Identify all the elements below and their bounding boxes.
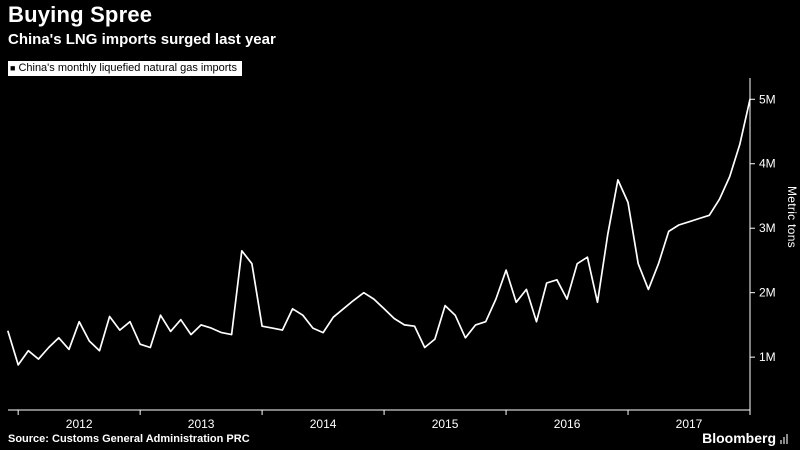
- x-tick-label: 2017: [676, 417, 703, 431]
- bloomberg-logo: Bloomberg: [702, 430, 788, 446]
- legend: ■ China's monthly liquefied natural gas …: [8, 61, 242, 76]
- legend-square-icon: ■: [10, 63, 16, 73]
- x-tick-label: 2014: [310, 417, 337, 431]
- y-tick-label: 1M: [759, 350, 776, 364]
- x-tick-label: 2013: [188, 417, 215, 431]
- legend-label: China's monthly liquefied natural gas im…: [18, 62, 237, 74]
- x-tick-label: 2016: [554, 417, 581, 431]
- y-tick-label: 4M: [759, 157, 776, 171]
- y-axis-title: Metric tons: [785, 186, 799, 248]
- y-tick-label: 5M: [759, 92, 776, 106]
- source-note: Source: Customs General Administration P…: [8, 433, 250, 445]
- lng-imports-line: [7, 98, 751, 366]
- bloomberg-bars-icon: [780, 433, 788, 444]
- x-tick-label: 2015: [432, 417, 459, 431]
- chart-subtitle: China's LNG imports surged last year: [8, 31, 276, 48]
- x-tick-label: 2012: [66, 417, 93, 431]
- y-tick-label: 3M: [759, 221, 776, 235]
- y-tick-label: 2M: [759, 286, 776, 300]
- bloomberg-wordmark: Bloomberg: [702, 430, 776, 446]
- chart-title: Buying Spree: [8, 2, 153, 27]
